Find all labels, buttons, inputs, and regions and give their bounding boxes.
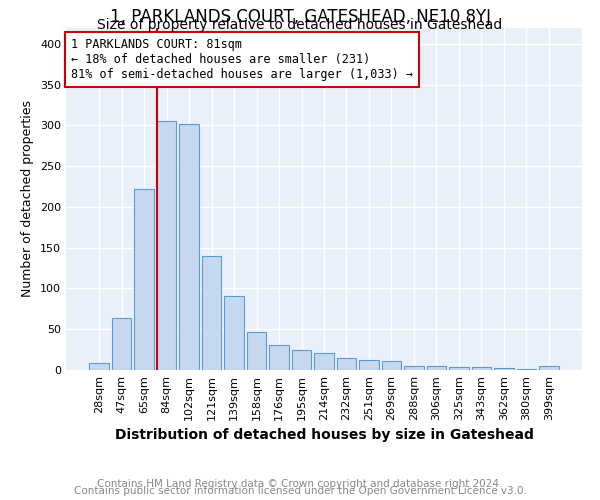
Bar: [247, 332, 266, 370]
Bar: [539, 366, 559, 370]
Bar: [337, 358, 356, 370]
Bar: [382, 361, 401, 370]
Text: Contains public sector information licensed under the Open Government Licence v3: Contains public sector information licen…: [74, 486, 526, 496]
Bar: [404, 366, 424, 370]
Bar: [112, 318, 131, 370]
Bar: [472, 366, 491, 370]
Bar: [179, 124, 199, 370]
Bar: [427, 366, 446, 370]
Bar: [224, 296, 244, 370]
Bar: [449, 366, 469, 370]
Bar: [314, 353, 334, 370]
Bar: [269, 344, 289, 370]
Text: 1, PARKLANDS COURT, GATESHEAD, NE10 8YJ: 1, PARKLANDS COURT, GATESHEAD, NE10 8YJ: [110, 8, 491, 26]
Bar: [517, 369, 536, 370]
Bar: [157, 122, 176, 370]
Y-axis label: Number of detached properties: Number of detached properties: [22, 100, 34, 297]
Bar: [292, 350, 311, 370]
Bar: [89, 364, 109, 370]
X-axis label: Distribution of detached houses by size in Gateshead: Distribution of detached houses by size …: [115, 428, 533, 442]
Bar: [359, 360, 379, 370]
Text: Contains HM Land Registry data © Crown copyright and database right 2024.: Contains HM Land Registry data © Crown c…: [97, 479, 503, 489]
Bar: [494, 368, 514, 370]
Bar: [202, 256, 221, 370]
Bar: [134, 189, 154, 370]
Text: Size of property relative to detached houses in Gateshead: Size of property relative to detached ho…: [97, 18, 503, 32]
Text: 1 PARKLANDS COURT: 81sqm
← 18% of detached houses are smaller (231)
81% of semi-: 1 PARKLANDS COURT: 81sqm ← 18% of detach…: [71, 38, 413, 81]
